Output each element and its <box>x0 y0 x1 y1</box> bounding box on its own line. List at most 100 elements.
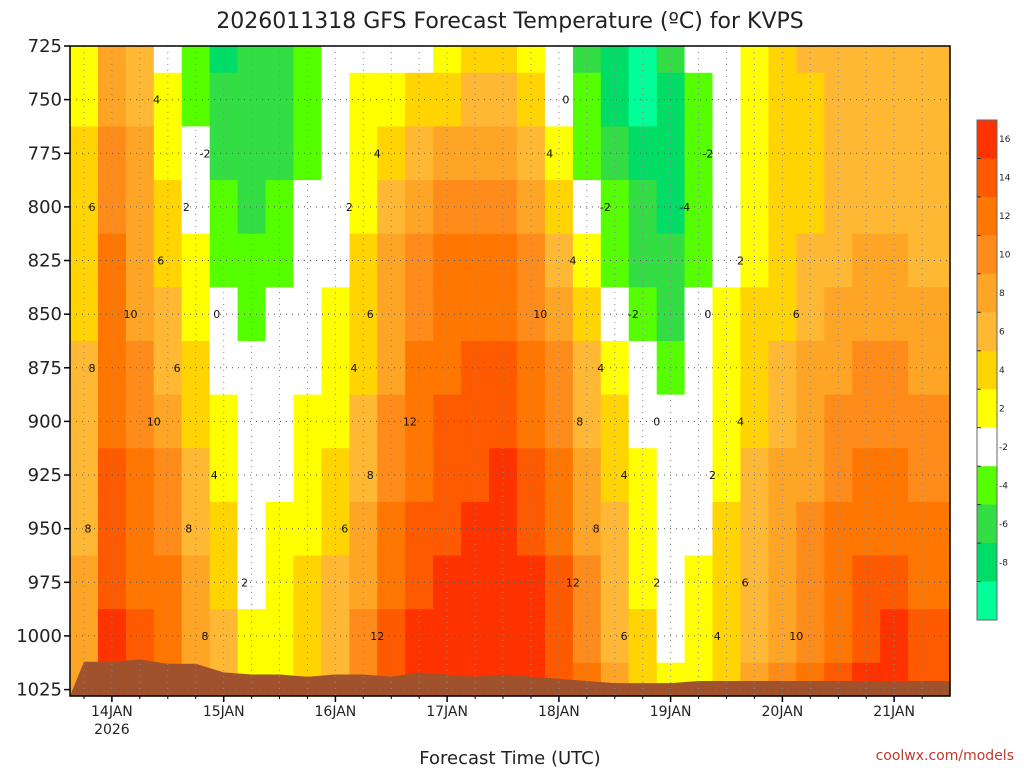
temperature-cell <box>489 72 518 127</box>
contour-label: 8 <box>576 415 583 428</box>
temperature-cell <box>265 180 295 235</box>
temperature-cell <box>405 180 434 235</box>
temperature-cell <box>461 394 490 449</box>
y-tick-label: 800 <box>28 197 62 218</box>
y-tick-label: 725 <box>28 36 62 57</box>
temperature-cell <box>768 609 797 664</box>
temperature-cell <box>321 72 350 127</box>
temperature-cell <box>97 46 127 74</box>
temperature-cell <box>237 555 267 610</box>
temperature-cell <box>908 287 951 342</box>
temperature-cell <box>433 180 462 235</box>
y-tick-label: 1025 <box>16 680 62 701</box>
colorbar-segment <box>977 312 997 352</box>
contour-label: 4 <box>737 415 744 428</box>
temperature-cell <box>684 341 714 396</box>
temperature-cell <box>321 555 350 610</box>
temperature-cell <box>712 46 741 74</box>
temperature-cell <box>349 72 378 127</box>
temperature-cell <box>433 501 462 557</box>
temperature-cell <box>125 46 155 74</box>
temperature-cell <box>377 341 406 396</box>
temperature-cell <box>237 233 267 288</box>
temperature-cell <box>70 287 99 342</box>
temperature-cell <box>153 287 183 342</box>
y-tick-label: 900 <box>28 411 62 432</box>
temperature-cell <box>265 72 295 127</box>
temperature-cell <box>181 341 211 396</box>
y-tick-label: 875 <box>28 358 62 379</box>
temperature-cell <box>544 394 574 449</box>
temperature-cell <box>377 448 406 503</box>
temperature-cell <box>600 501 630 557</box>
grid <box>70 45 950 696</box>
temperature-cell <box>265 501 295 557</box>
temperature-cell <box>517 180 546 235</box>
temperature-cell <box>880 555 909 610</box>
temperature-cell <box>265 394 295 449</box>
temperature-cell <box>70 501 99 557</box>
temperature-cell <box>70 341 99 396</box>
contour-label: 12 <box>370 630 384 643</box>
temperature-cell <box>461 341 490 396</box>
temperature-cell <box>349 46 378 74</box>
x-tick-label: 17JAN <box>426 704 468 720</box>
temperature-cell <box>237 448 267 503</box>
contour-label: 0 <box>213 308 220 321</box>
contour-label: 4 <box>569 255 576 268</box>
temperature-cell <box>265 233 295 288</box>
temperature-cell <box>600 394 630 449</box>
contour-label: 2 <box>737 255 744 268</box>
temperature-cell <box>349 448 378 503</box>
temperature-cell <box>880 448 909 503</box>
temperature-cell <box>489 555 518 610</box>
temperature-cell <box>768 126 797 181</box>
contour-label: 4 <box>597 362 604 375</box>
contour-label: 10 <box>124 308 138 321</box>
contour-label: 2 <box>241 576 248 589</box>
colorbar-segment <box>977 120 997 159</box>
temperature-cell <box>684 46 714 74</box>
contour-label: -2 <box>600 201 611 214</box>
temperature-cell <box>209 233 239 288</box>
contour-label: 8 <box>367 469 374 482</box>
temperature-cell <box>489 448 518 503</box>
temperature-cell <box>908 233 951 288</box>
temperature-cell <box>489 46 518 74</box>
temperature-cell <box>405 72 434 127</box>
y-tick-label: 950 <box>28 519 62 540</box>
temperature-cell <box>461 609 490 664</box>
temperature-cell <box>293 448 322 503</box>
temperature-cell <box>684 287 714 342</box>
contour-label: 8 <box>593 523 600 536</box>
temperature-cell <box>321 180 350 235</box>
temperature-cell <box>293 287 322 342</box>
temperature-cell <box>181 180 211 235</box>
temperature-cell <box>517 126 546 181</box>
colorbar-segment <box>977 350 997 390</box>
temperature-cell <box>768 233 797 288</box>
temperature-cell <box>153 394 183 449</box>
temperature-cell <box>461 555 490 610</box>
temperature-cell <box>70 126 99 181</box>
contour-label: 10 <box>147 415 161 428</box>
temperature-cell <box>293 341 322 396</box>
temperature-cell <box>293 555 322 610</box>
temperature-cell <box>880 609 909 664</box>
temperature-cell <box>852 46 881 74</box>
temperature-cell <box>405 233 434 288</box>
temperature-cell <box>70 394 99 449</box>
temperature-cell <box>600 46 630 74</box>
contour-label: 6 <box>367 308 374 321</box>
temperature-cell <box>293 501 322 557</box>
colorbar-segment <box>977 389 997 429</box>
contour-label: 4 <box>621 469 628 482</box>
x-tick-label: 15JAN <box>203 704 245 720</box>
temperature-cell <box>265 46 295 74</box>
contour-label: 4 <box>351 362 358 375</box>
temperature-cell <box>321 501 350 557</box>
temperature-cell <box>349 501 378 557</box>
contour-label: -4 <box>679 201 690 214</box>
temperature-cell <box>181 555 211 610</box>
temperature-cell <box>684 448 714 503</box>
